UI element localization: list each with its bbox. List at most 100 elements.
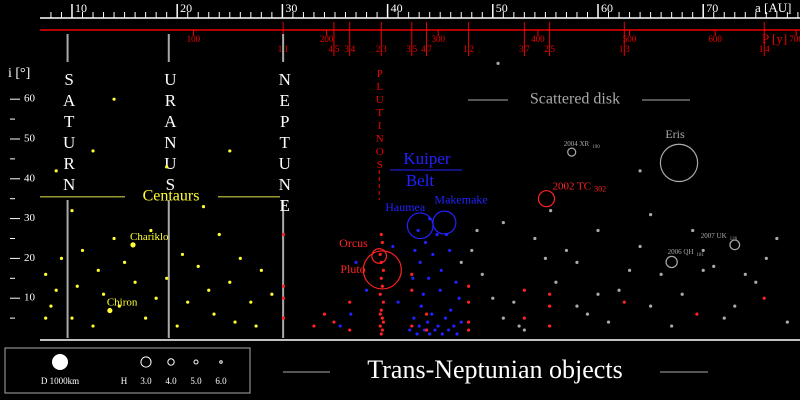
object-dot <box>254 324 258 328</box>
object-dot <box>425 320 430 324</box>
object-dot <box>424 312 429 316</box>
object-dot <box>775 236 779 241</box>
object-dot <box>154 296 158 300</box>
y-tick-label: 10 <box>24 292 36 304</box>
x-axis-label: a [AU] <box>755 0 791 15</box>
object-dot <box>421 292 425 296</box>
object-name: Orcus <box>339 236 368 250</box>
p-tick-label: 500 <box>623 34 637 44</box>
x-tick-label: 40 <box>391 1 403 15</box>
object-dot <box>322 312 327 316</box>
resonance-label: 4|7 <box>421 44 432 54</box>
p-tick-label: 600 <box>708 34 722 44</box>
object-label: Pluto <box>340 262 365 276</box>
object-dot <box>691 228 695 233</box>
object-name: Chariklo <box>130 230 169 242</box>
object-subscript: 126 <box>730 237 738 242</box>
object-dot <box>733 304 737 308</box>
object-label: Eris <box>665 127 685 141</box>
object-dot <box>438 288 442 292</box>
legend-h-circle <box>193 359 199 365</box>
object-dot <box>606 320 611 324</box>
named-object <box>432 210 457 235</box>
named-object <box>362 250 402 290</box>
p-tick-label: 400 <box>531 34 545 44</box>
object-dot <box>165 165 169 169</box>
object-label: Makemake <box>434 192 487 206</box>
resonance-label: 2|5 <box>544 44 555 54</box>
scattered-label: Scattered disk <box>530 91 620 108</box>
object-dot <box>49 304 53 308</box>
object-dot <box>549 209 553 213</box>
object-dot <box>428 332 432 336</box>
centaurs-label: Centaurs <box>143 187 200 204</box>
object-dot <box>281 284 286 288</box>
object-dot <box>427 276 431 280</box>
legend-box <box>4 347 251 394</box>
object-dot <box>670 324 674 328</box>
object-dot <box>228 280 232 284</box>
object-dot <box>44 316 48 320</box>
kuiper-label: Kuiper <box>403 149 451 168</box>
object-dot <box>381 320 385 324</box>
object-dot <box>212 312 216 316</box>
object-dot <box>649 213 653 217</box>
x-tick-label: 70 <box>706 1 718 15</box>
object-dot <box>501 220 505 225</box>
p-axis-label: P [y] <box>762 31 787 46</box>
resonance-label: 3|5 <box>406 44 417 54</box>
object-dot <box>440 332 444 336</box>
object-dot <box>496 61 500 65</box>
object-dot <box>281 232 286 237</box>
object-dot <box>354 260 358 264</box>
x-tick-label: 50 <box>496 1 508 15</box>
p-tick-label: 100 <box>187 34 201 44</box>
object-dot <box>380 316 384 320</box>
object-dot <box>381 300 385 304</box>
chart-title: Trans-Neptunian objects <box>367 355 622 384</box>
object-dot <box>410 324 414 328</box>
named-object <box>729 239 741 251</box>
object-dot <box>408 328 412 332</box>
object-dot <box>467 320 471 324</box>
object-dot <box>501 316 505 320</box>
object-dot <box>443 316 448 320</box>
object-label: Orcus <box>339 236 368 250</box>
x-tick-label: 20 <box>180 1 192 15</box>
object-dot <box>238 256 242 260</box>
object-dot <box>459 320 463 324</box>
object-dot <box>533 236 537 241</box>
object-dot <box>364 288 369 292</box>
object-name: 2002 TC <box>552 180 591 192</box>
named-object <box>567 147 577 157</box>
object-dot <box>585 312 590 316</box>
object-dot <box>378 324 382 328</box>
object-dot <box>522 328 526 332</box>
object-dot <box>207 288 211 292</box>
object-dot <box>80 248 85 253</box>
x-tick-label: 10 <box>75 1 87 15</box>
object-dot <box>180 252 185 257</box>
object-dot <box>548 324 552 328</box>
legend-h-value: 4.0 <box>165 376 177 386</box>
object-name: Haumea <box>385 200 426 214</box>
object-dot <box>517 324 521 328</box>
legend-size-dot <box>52 354 68 370</box>
object-dot <box>54 288 58 292</box>
object-dot <box>457 296 461 300</box>
object-dot <box>433 328 437 332</box>
object-dot <box>467 284 471 288</box>
resonance-label: 3|4 <box>344 44 355 54</box>
resonance-label: 1|4 <box>759 44 770 54</box>
object-dot <box>96 268 100 272</box>
object-name: 2004 XR <box>564 140 590 148</box>
object-name: Pluto <box>340 262 365 276</box>
object-subscript: 190 <box>592 145 600 150</box>
object-dot <box>379 332 383 336</box>
object-dot <box>378 312 382 316</box>
object-dot <box>332 320 336 324</box>
resonance-label: 1|3 <box>619 44 630 54</box>
object-dot <box>627 268 632 272</box>
y-tick-label: 60 <box>24 93 36 105</box>
object-dot <box>348 328 352 332</box>
